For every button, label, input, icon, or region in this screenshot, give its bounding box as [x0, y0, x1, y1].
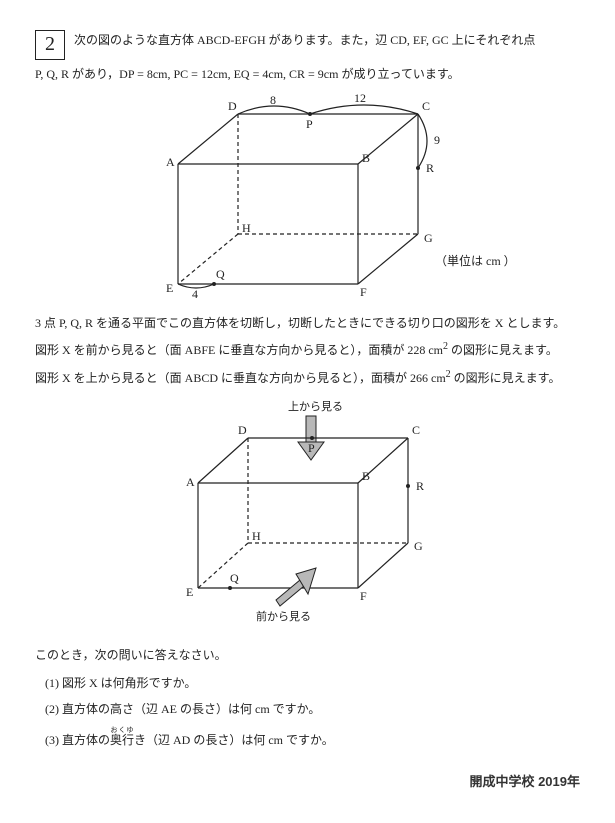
svg-text:D: D — [238, 423, 247, 437]
svg-text:C: C — [422, 99, 430, 113]
figure-2: 上から見る 前から見る D C A B E F G H P — [35, 398, 580, 636]
svg-text:B: B — [362, 151, 370, 165]
svg-text:H: H — [242, 221, 251, 235]
svg-text:A: A — [166, 155, 175, 169]
svg-text:F: F — [360, 589, 367, 603]
unit-label: （単位は cm ） — [435, 251, 580, 273]
svg-text:P: P — [308, 441, 315, 455]
svg-text:B: B — [362, 469, 370, 483]
svg-text:E: E — [166, 281, 173, 295]
question-list: (1) 図形 X は何角形ですか。 (2) 直方体の高さ（辺 AE の長さ）は何… — [35, 673, 580, 752]
svg-text:R: R — [416, 479, 424, 493]
svg-text:R: R — [426, 161, 434, 175]
svg-text:G: G — [414, 539, 423, 553]
svg-text:H: H — [252, 529, 261, 543]
mid-text-1: 3 点 P, Q, R を通る平面でこの直方体を切断し，切断したときにできる切り… — [35, 313, 580, 335]
svg-text:E: E — [186, 585, 193, 599]
problem-header: 2 次の図のような直方体 ABCD-EFGH があります。また，辺 CD, EF… — [35, 30, 580, 60]
credit-line: 開成中学校 2019年 — [35, 770, 580, 793]
svg-text:G: G — [424, 231, 433, 245]
svg-text:4: 4 — [192, 287, 198, 301]
svg-text:P: P — [306, 117, 313, 131]
prompt: このとき，次の問いに答えなさい。 — [35, 645, 580, 667]
problem-number-box: 2 — [35, 30, 65, 60]
intro-line-1: 次の図のような直方体 ABCD-EFGH があります。また，辺 CD, EF, … — [74, 33, 535, 47]
question-3: (3) 直方体の奥行おくゆき（辺 AD の長さ）は何 cm ですか。 — [45, 726, 580, 752]
intro-line-2: P, Q, R があり，DP = 8cm, PC = 12cm, EQ = 4c… — [35, 64, 580, 86]
question-1: (1) 図形 X は何角形ですか。 — [45, 673, 580, 695]
svg-text:F: F — [360, 285, 367, 299]
svg-text:8: 8 — [270, 94, 276, 107]
mid-text-2: 図形 X を前から見ると（面 ABFE に垂直な方向から見ると），面積が 228… — [35, 338, 580, 362]
figure-1: D C A B E F G H P Q R 8 12 9 4 — [35, 94, 580, 312]
svg-text:9: 9 — [434, 133, 440, 147]
svg-text:A: A — [186, 475, 195, 489]
svg-text:12: 12 — [354, 94, 366, 105]
svg-text:上から見る: 上から見る — [288, 400, 343, 413]
svg-text:D: D — [228, 99, 237, 113]
svg-text:Q: Q — [216, 267, 225, 281]
svg-text:前から見る: 前から見る — [256, 609, 311, 623]
svg-text:Q: Q — [230, 571, 239, 585]
svg-text:C: C — [412, 423, 420, 437]
mid-text-3: 図形 X を上から見ると（面 ABCD に垂直な方向から見ると），面積が 266… — [35, 366, 580, 390]
question-2: (2) 直方体の高さ（辺 AE の長さ）は何 cm ですか。 — [45, 699, 580, 721]
